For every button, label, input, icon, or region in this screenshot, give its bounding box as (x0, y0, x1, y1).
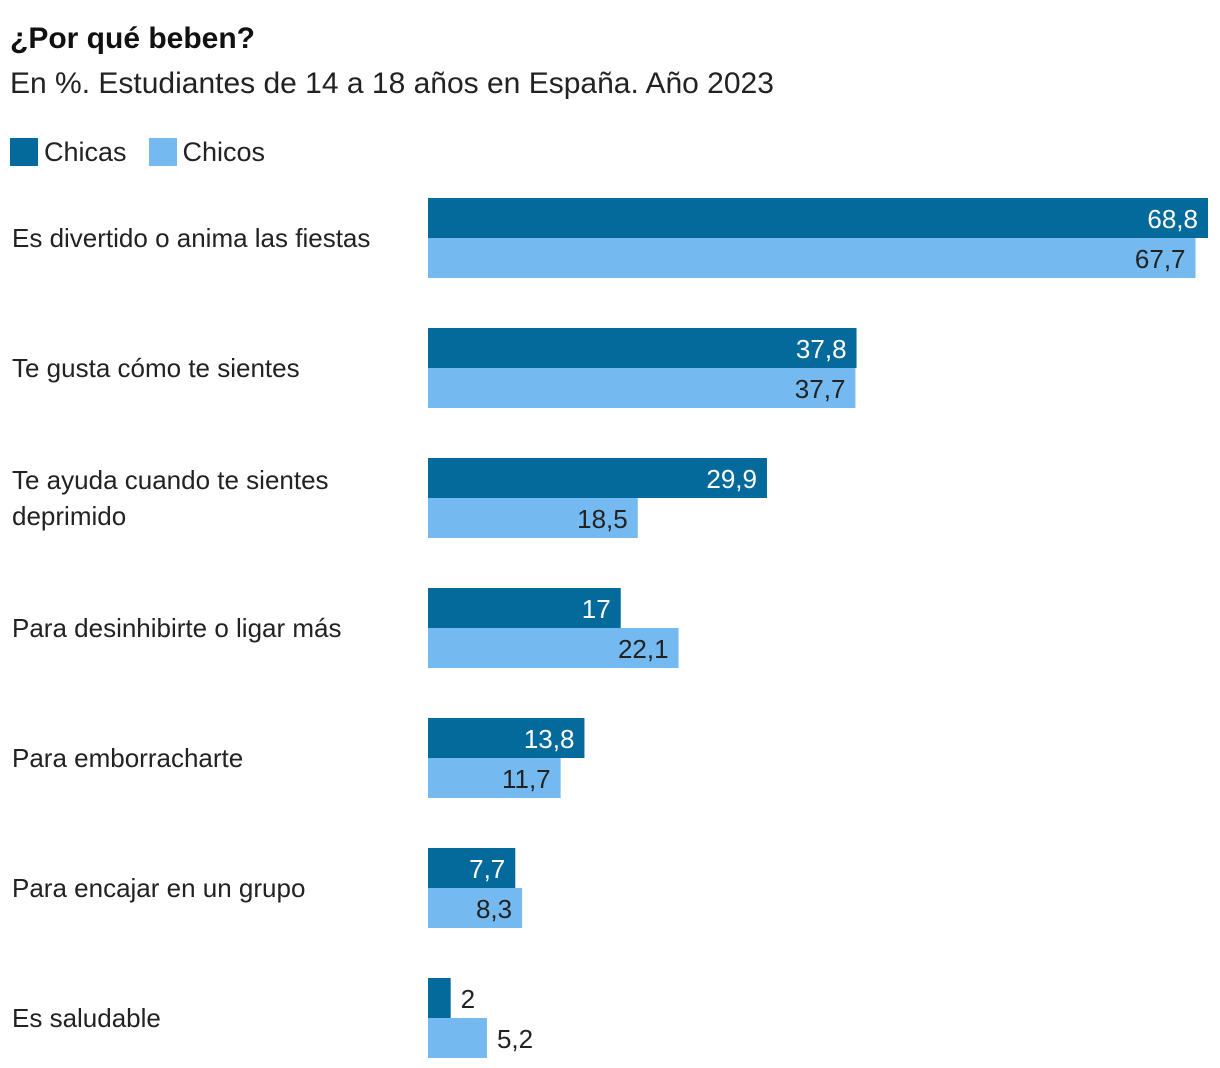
bar-chicos (428, 1018, 487, 1058)
bar-chicos (428, 498, 638, 538)
bar-chicos (428, 238, 1196, 278)
value-label-chicos: 22,1 (618, 634, 669, 664)
value-label-chicos: 8,3 (476, 894, 512, 924)
bar-chicas (428, 458, 767, 498)
legend-swatch-chicas (10, 138, 38, 166)
category-label: Te gusta cómo te sientes (12, 353, 300, 383)
category-label: Para encajar en un grupo (12, 873, 305, 903)
category-label: Para emborracharte (12, 743, 243, 773)
bar-chicos (428, 758, 561, 798)
value-label-chicas: 7,7 (469, 854, 505, 884)
value-label-chicos: 5,2 (497, 1024, 533, 1054)
bar-chicas (428, 198, 1208, 238)
value-label-chicos: 67,7 (1135, 244, 1186, 274)
bar-chicas (428, 978, 451, 1018)
value-label-chicos: 37,7 (795, 374, 846, 404)
value-label-chicos: 18,5 (577, 504, 628, 534)
value-label-chicas: 13,8 (524, 724, 575, 754)
legend-item-chicos: Chicos (148, 136, 266, 168)
legend-label-chicas: Chicas (44, 136, 127, 167)
value-label-chicas: 37,8 (796, 334, 847, 364)
category-label: deprimido (12, 501, 126, 531)
value-label-chicas: 2 (461, 984, 475, 1014)
bar-chicos (428, 888, 523, 928)
value-label-chicas: 68,8 (1147, 204, 1198, 234)
category-label: Es divertido o anima las fiestas (12, 223, 370, 253)
bar-chicas (428, 328, 857, 368)
category-label: Para desinhibirte o ligar más (12, 613, 342, 643)
bar-chicas (428, 718, 585, 758)
category-label: Te ayuda cuando te sientes (12, 465, 329, 495)
bar-chicos (428, 368, 856, 408)
legend: Chicas Chicos (10, 136, 287, 168)
category-label: Es saludable (12, 1003, 161, 1033)
legend-label-chicos: Chicos (182, 136, 266, 167)
chart-title: ¿Por qué beben? (10, 22, 256, 55)
bar-chicos (428, 628, 679, 668)
chart-subtitle: En %. Estudiantes de 14 a 18 años en Esp… (10, 67, 774, 100)
value-label-chicas: 29,9 (706, 464, 757, 494)
value-label-chicas: 17 (582, 594, 611, 624)
value-label-chicos: 11,7 (502, 764, 551, 794)
bar-chicas (428, 848, 516, 888)
bar-chicas (428, 588, 621, 628)
legend-swatch-chicos (148, 138, 177, 166)
legend-item-chicas: Chicas (10, 137, 127, 168)
